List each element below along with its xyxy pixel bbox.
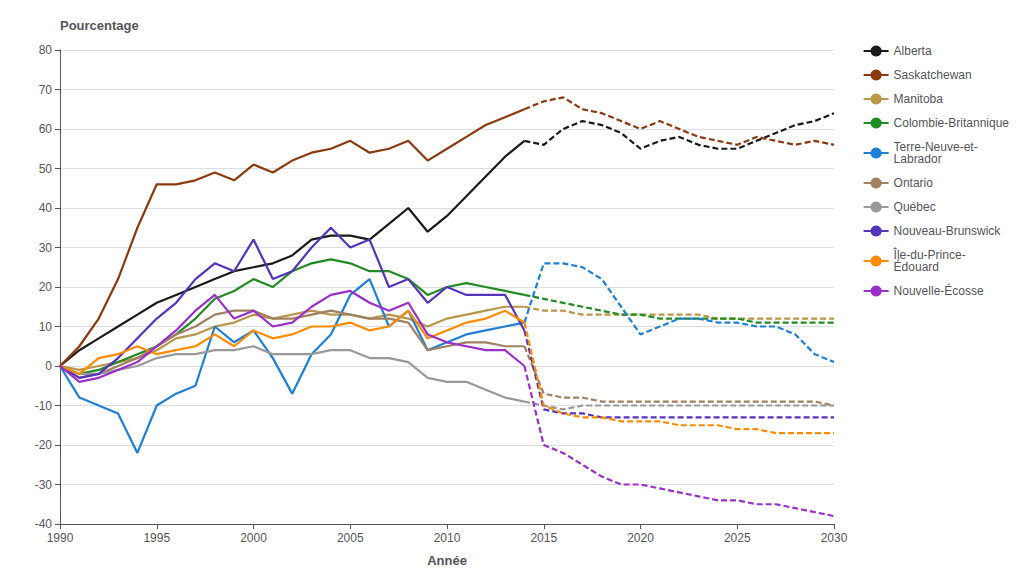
svg-text:2010: 2010	[434, 531, 461, 545]
svg-text:2015: 2015	[530, 531, 557, 545]
svg-text:Nouvelle-Écosse: Nouvelle-Écosse	[894, 283, 984, 298]
svg-text:Colombie-Britannique: Colombie-Britannique	[894, 116, 1010, 130]
svg-text:-10: -10	[35, 399, 53, 413]
svg-text:Île-du-Prince-: Île-du-Prince-	[893, 248, 966, 262]
svg-text:Nouveau-Brunswick: Nouveau-Brunswick	[894, 224, 1002, 238]
svg-text:2005: 2005	[337, 531, 364, 545]
svg-text:Édouard: Édouard	[894, 259, 939, 274]
svg-text:1990: 1990	[47, 531, 74, 545]
svg-text:-40: -40	[35, 517, 53, 531]
svg-text:-30: -30	[35, 478, 53, 492]
svg-text:Terre-Neuve-et-: Terre-Neuve-et-	[893, 140, 978, 154]
svg-text:Manitoba: Manitoba	[894, 92, 944, 106]
svg-text:Saskatchewan: Saskatchewan	[894, 68, 972, 82]
svg-text:20: 20	[39, 280, 53, 294]
svg-text:60: 60	[39, 122, 53, 136]
svg-text:40: 40	[39, 201, 53, 215]
svg-text:Québec: Québec	[894, 200, 936, 214]
svg-text:2000: 2000	[240, 531, 267, 545]
svg-text:10: 10	[39, 320, 53, 334]
svg-text:70: 70	[39, 83, 53, 97]
svg-text:2020: 2020	[627, 531, 654, 545]
svg-text:Ontario: Ontario	[894, 176, 934, 190]
svg-text:Alberta: Alberta	[894, 44, 932, 58]
svg-text:-20: -20	[35, 438, 53, 452]
svg-text:Année: Année	[427, 553, 467, 568]
svg-text:2030: 2030	[821, 531, 848, 545]
svg-text:80: 80	[39, 43, 53, 57]
svg-text:Labrador: Labrador	[894, 152, 942, 166]
svg-text:2025: 2025	[724, 531, 751, 545]
svg-text:50: 50	[39, 162, 53, 176]
svg-text:0: 0	[45, 359, 52, 373]
svg-text:30: 30	[39, 241, 53, 255]
svg-text:1995: 1995	[143, 531, 170, 545]
svg-text:Pourcentage: Pourcentage	[60, 18, 139, 33]
